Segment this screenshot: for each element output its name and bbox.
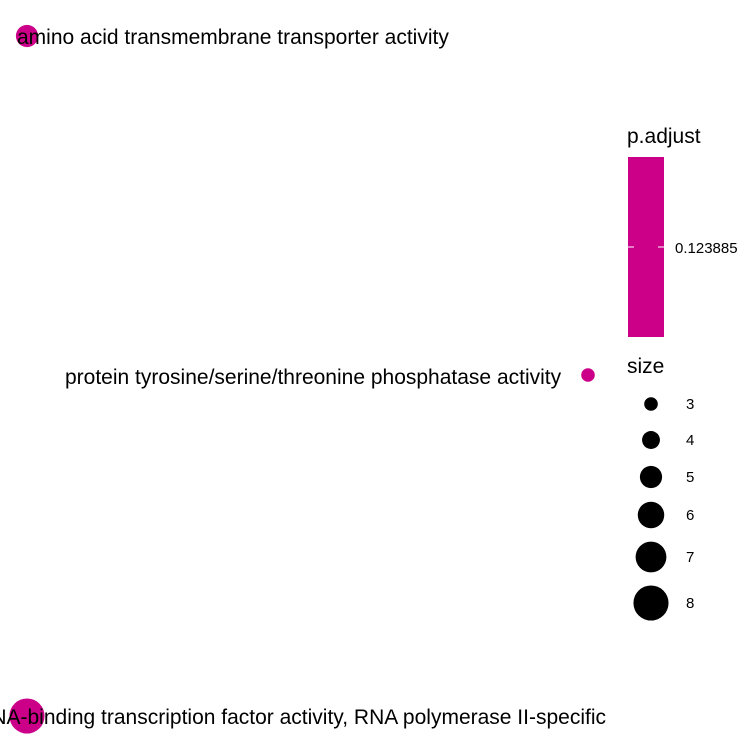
size-legend-key-4 — [642, 431, 660, 449]
size-legend-label-8: 8 — [686, 595, 694, 612]
size-legend-label-7: 7 — [686, 549, 694, 566]
size-legend-key-5 — [639, 465, 663, 489]
size-legend-key-8 — [633, 585, 669, 621]
node-label-3: DNA-binding transcription factor activit… — [0, 706, 606, 729]
node-point-2 — [581, 368, 595, 382]
node-label-1: amino acid transmembrane transporter act… — [17, 26, 449, 49]
size-legend-key-6 — [637, 501, 665, 529]
size-legend-label-6: 6 — [686, 507, 694, 524]
size-legend-label-5: 5 — [686, 469, 694, 486]
node-label-2: protein tyrosine/serine/threonine phosph… — [65, 366, 562, 389]
size-legend-title: size — [627, 355, 664, 378]
size-legend-label-3: 3 — [686, 396, 694, 413]
size-legend-key-3 — [644, 397, 658, 411]
color-legend-tick-label: 0.123885 — [675, 240, 738, 257]
node-point-3 — [9, 698, 45, 734]
legend: p.adjust 0.123885 size 3 4 5 6 7 8 — [627, 125, 738, 621]
size-legend-label-4: 4 — [686, 432, 694, 449]
size-legend-key-7 — [635, 541, 667, 573]
node-point-1 — [15, 24, 39, 48]
points-layer — [9, 24, 595, 734]
size-legend-keys: 3 4 5 6 7 8 — [633, 396, 694, 621]
color-legend-title: p.adjust — [627, 125, 701, 148]
labels-layer: amino acid transmembrane transporter act… — [0, 26, 606, 729]
